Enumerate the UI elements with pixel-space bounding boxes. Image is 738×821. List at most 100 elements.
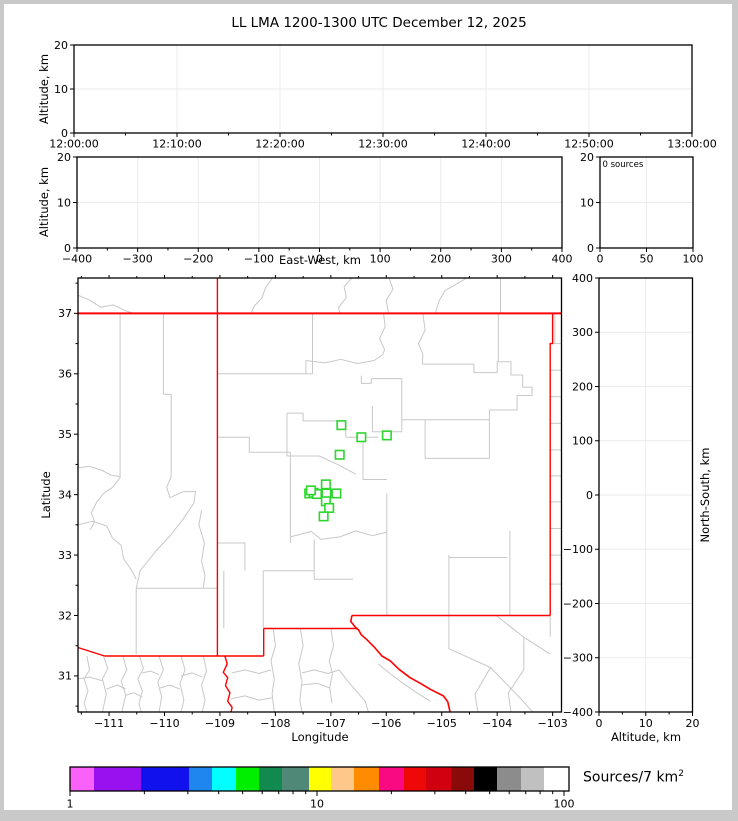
svg-text:−106: −106	[371, 717, 401, 730]
ylabel-ns-panel: North-South, km	[698, 447, 712, 543]
svg-text:10: 10	[54, 83, 68, 96]
svg-text:0: 0	[61, 127, 68, 140]
colorbar-label-text: Sources/7 km	[583, 769, 679, 786]
svg-text:12:20:00: 12:20:00	[255, 138, 304, 151]
svg-text:300: 300	[572, 326, 593, 339]
colorbar-segment	[212, 767, 236, 791]
svg-text:20: 20	[686, 717, 700, 730]
lma-station-marker	[381, 430, 392, 441]
colorbar-segment	[521, 767, 544, 791]
map-layers	[78, 278, 562, 712]
plot-canvas: 12:00:00 12:10:00 12:20:00 12:30:00 12:40:00…	[49, 39, 716, 811]
lma-station-marker	[336, 420, 347, 431]
colorbar-segment	[354, 767, 379, 791]
colorbar-segment	[282, 767, 309, 791]
figure-page: LL LMA 1200-1300 UTC December 12, 2025 1…	[4, 4, 732, 811]
colorbar-segment	[451, 767, 474, 791]
svg-text:0: 0	[587, 242, 594, 255]
colorbar-segment	[426, 767, 451, 791]
svg-text:100: 100	[370, 253, 391, 266]
svg-text:20: 20	[580, 151, 594, 164]
svg-text:20: 20	[54, 39, 68, 52]
colorbar-segment	[259, 767, 282, 791]
colorbar-segment	[331, 767, 354, 791]
time-height-panel: 12:00:00 12:10:00 12:20:00 12:30:00 12:40:00…	[49, 39, 716, 151]
colorbar-segment	[309, 767, 331, 791]
svg-text:10: 10	[57, 196, 71, 209]
lma-station-marker	[356, 432, 367, 443]
svg-text:−104: −104	[482, 717, 512, 730]
svg-text:12:40:00: 12:40:00	[461, 138, 510, 151]
lma-station-marker	[320, 479, 331, 490]
ns-height-panel: 0 10 20 −400 −300 −200 −100 0 100 200 300 400	[563, 272, 700, 730]
xlabel-alt-panel: Altitude, km	[610, 730, 682, 744]
svg-text:−107: −107	[316, 717, 346, 730]
lma-stations-layer	[304, 420, 392, 522]
svg-text:0: 0	[597, 253, 604, 266]
lma-station-marker	[305, 485, 316, 496]
svg-text:12:50:00: 12:50:00	[564, 138, 613, 151]
lma-station-marker	[318, 511, 329, 522]
svg-text:200: 200	[572, 380, 593, 393]
svg-text:400: 400	[552, 253, 573, 266]
colorbar-segment	[70, 767, 94, 791]
colorbar-segment	[404, 767, 426, 791]
colorbar-segment	[189, 767, 212, 791]
svg-text:−400: −400	[563, 706, 593, 719]
ew-height-panel: −400 −300 −200 −100 0 100 200 300 400 0 10 20	[57, 151, 573, 266]
svg-text:−300: −300	[123, 253, 153, 266]
svg-text:32: 32	[58, 609, 72, 622]
xlabel-ew-panel: East-West, km	[279, 253, 361, 267]
svg-text:33: 33	[58, 549, 72, 562]
ylabel-ew-panel: Altitude, km	[37, 166, 51, 238]
colorbar-segment	[379, 767, 404, 791]
state-borders-layer	[78, 278, 562, 712]
svg-text:0: 0	[586, 489, 593, 502]
svg-text:37: 37	[58, 307, 72, 320]
svg-text:−200: −200	[183, 253, 213, 266]
figure-title: LL LMA 1200-1300 UTC December 12, 2025	[231, 15, 527, 31]
colorbar-segment	[141, 767, 189, 791]
ylabel-map-latitude: Latitude	[39, 471, 53, 519]
svg-text:400: 400	[572, 272, 593, 285]
svg-text:0: 0	[596, 717, 603, 730]
svg-text:100: 100	[683, 253, 704, 266]
colorbar-label-sup: 2	[678, 769, 684, 779]
source-count-annotation: 0 sources	[603, 160, 644, 170]
xlabel-map-longitude: Longitude	[291, 730, 349, 744]
svg-text:−400: −400	[62, 253, 92, 266]
svg-text:100: 100	[554, 798, 575, 811]
lma-station-marker	[331, 488, 342, 499]
svg-text:31: 31	[58, 670, 72, 683]
altitude-histogram-panel: 0 50 100 0 10 20 0 sources	[580, 151, 704, 266]
colorbar-segment	[497, 767, 521, 791]
svg-text:10: 10	[580, 196, 594, 209]
svg-text:0: 0	[64, 242, 71, 255]
svg-text:0: 0	[316, 253, 323, 266]
county-borders-layer	[78, 278, 562, 712]
svg-text:−103: −103	[538, 717, 568, 730]
svg-text:−200: −200	[563, 597, 593, 610]
svg-text:−110: −110	[149, 717, 179, 730]
colorbar-segment	[236, 767, 259, 791]
svg-text:20: 20	[57, 151, 71, 164]
map-panel: −111 −110 −109 −108 −107 −106 −105 −104 −103 31 32…	[58, 275, 568, 730]
lma-station-marker	[334, 449, 345, 460]
svg-text:10: 10	[639, 717, 653, 730]
colorbar-segment	[474, 767, 497, 791]
lma-station-marker	[324, 502, 335, 513]
svg-text:200: 200	[430, 253, 451, 266]
svg-text:−111: −111	[94, 717, 124, 730]
svg-text:−109: −109	[205, 717, 235, 730]
colorbar-segment	[544, 767, 569, 791]
svg-text:−108: −108	[260, 717, 290, 730]
svg-text:12:00:00: 12:00:00	[49, 138, 98, 151]
svg-text:−100: −100	[563, 543, 593, 556]
svg-text:−100: −100	[244, 253, 274, 266]
svg-text:13:00:00: 13:00:00	[667, 138, 716, 151]
svg-text:−300: −300	[563, 652, 593, 665]
svg-text:12:30:00: 12:30:00	[358, 138, 407, 151]
svg-text:50: 50	[640, 253, 654, 266]
svg-text:35: 35	[58, 428, 72, 441]
ylabel-time-panel: Altitude, km	[37, 53, 51, 125]
